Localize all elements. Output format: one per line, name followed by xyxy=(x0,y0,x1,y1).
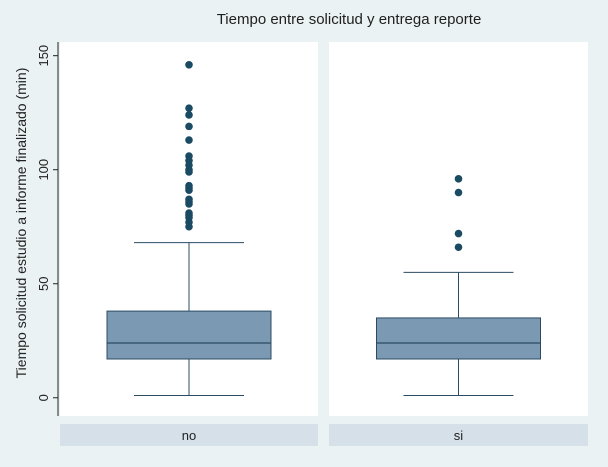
outlier-point-si-1 xyxy=(454,188,463,197)
y-tick-label-0: 0 xyxy=(36,394,51,401)
outlier-point-si-0 xyxy=(454,175,463,183)
outlier-point-no-1 xyxy=(185,104,193,112)
chart-title: Tiempo entre solicitud y entrega reporte xyxy=(217,11,482,28)
category-strip-no xyxy=(60,424,318,446)
box-no xyxy=(106,310,272,360)
outlier-point-no-20 xyxy=(185,222,193,231)
outlier-point-no-4 xyxy=(185,136,193,144)
y-axis-label: Tiempo solicitud estudio a informe final… xyxy=(13,68,29,379)
box-si xyxy=(376,317,541,360)
outlier-point-no-2 xyxy=(185,111,193,119)
outlier-point-no-3 xyxy=(185,122,193,131)
outlier-point-no-9 xyxy=(185,168,193,176)
outlier-point-no-12 xyxy=(185,186,193,195)
plot-area: 0 50 100 150 no si xyxy=(36,42,588,446)
outlier-point-si-2 xyxy=(454,229,463,238)
y-tick-label-100: 100 xyxy=(36,159,51,181)
y-tick-label-150: 150 xyxy=(36,45,51,67)
category-label-si: si xyxy=(454,428,464,443)
outlier-point-no-15 xyxy=(185,200,193,208)
outlier-point-no-0 xyxy=(185,61,193,69)
category-strip-si xyxy=(329,424,588,446)
category-label-no: no xyxy=(182,428,196,443)
y-tick-label-50: 50 xyxy=(36,276,51,290)
outlier-point-si-3 xyxy=(454,243,463,252)
